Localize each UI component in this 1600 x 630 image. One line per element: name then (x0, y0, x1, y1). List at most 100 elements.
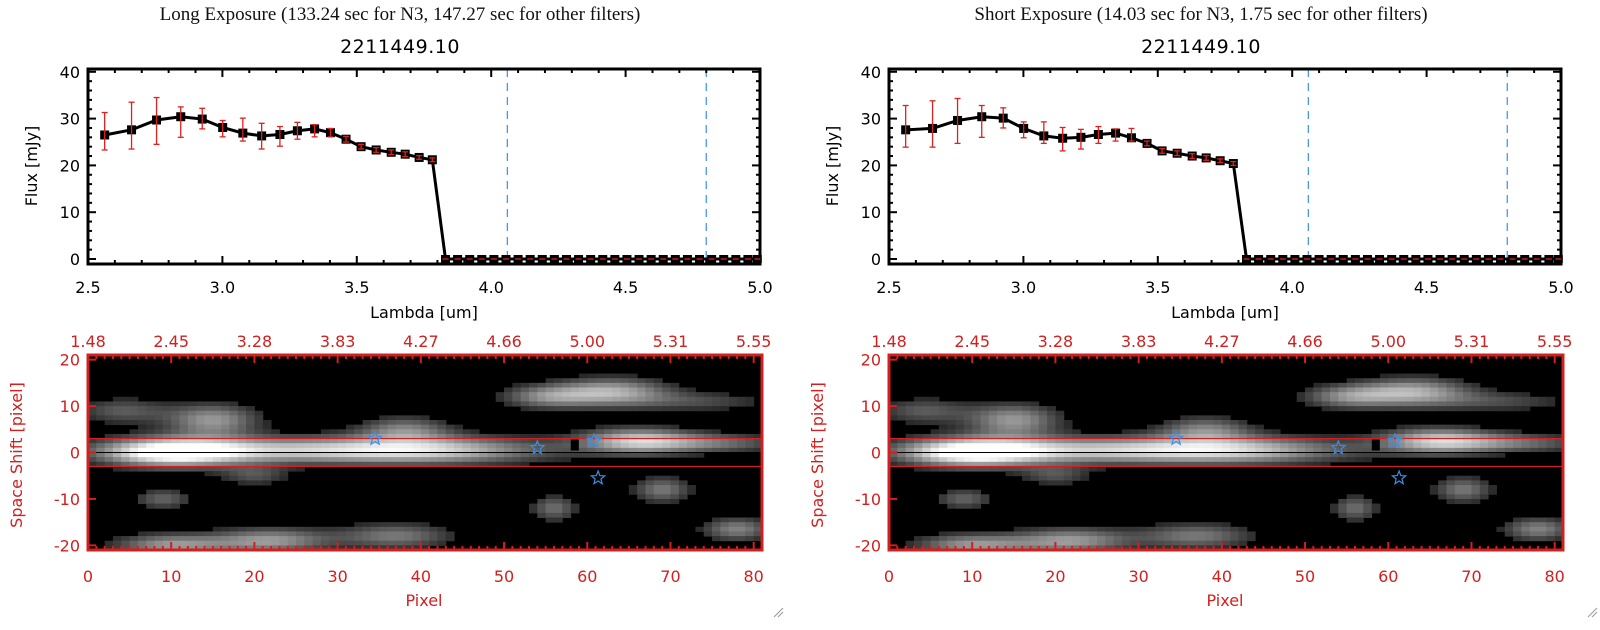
image-pixel (1513, 526, 1522, 532)
image-pixel (1055, 415, 1065, 421)
image-pixel (1047, 424, 1056, 430)
image-pixel (1063, 480, 1073, 486)
image-pixel (922, 406, 932, 412)
image-pixel (146, 536, 156, 542)
image-pixel (955, 438, 965, 444)
image-pixel (1072, 536, 1081, 542)
image-pixel (237, 452, 247, 458)
image-pixel (229, 461, 239, 467)
image-pixel (1463, 498, 1472, 505)
image-pixel (938, 545, 948, 551)
image-pixel (1005, 410, 1015, 416)
image-pixel (88, 443, 97, 449)
image-pixel (1546, 531, 1556, 537)
image-pixel (1296, 447, 1306, 453)
image-pixel (1388, 452, 1398, 458)
image-pixel (304, 457, 314, 463)
resize-grip-icon[interactable] (772, 606, 784, 618)
image-pixel (1321, 461, 1331, 467)
image-pixel (1280, 438, 1289, 444)
image-pixel (1188, 457, 1198, 463)
image-pixel (1363, 457, 1373, 463)
image-pixel (1463, 480, 1472, 486)
image-pixel (1521, 396, 1531, 402)
image-pixel (96, 406, 106, 412)
image-pixel (1072, 540, 1081, 546)
image-pixel (96, 438, 106, 444)
image-pixel (404, 461, 414, 467)
image-pixel (1263, 433, 1273, 440)
image-pixel (420, 443, 430, 449)
image-pixel (628, 447, 638, 453)
image-pixel (529, 457, 538, 463)
image-pixel (972, 545, 982, 551)
image-pixel (1121, 536, 1131, 542)
image-pixel (454, 447, 463, 453)
image-pixel (553, 494, 563, 500)
image-pixel (553, 457, 563, 463)
image-pixel (1022, 536, 1031, 542)
image-pixel (437, 526, 447, 532)
image-pixel (1063, 466, 1073, 472)
image-pixel (595, 424, 605, 430)
image-pixel (737, 517, 746, 523)
image-pixel (404, 526, 414, 532)
image-pixel (370, 433, 380, 440)
image-pixel (1055, 424, 1065, 430)
image-pixel (662, 433, 671, 440)
image-pixel (1080, 443, 1090, 449)
image-pixel (1005, 457, 1015, 463)
image-pixel (620, 396, 630, 402)
image-pixel (395, 447, 405, 453)
image-pixel (955, 447, 965, 453)
image-pixel (653, 485, 663, 491)
image-pixel (1379, 452, 1389, 458)
x-tick-label: 3.5 (1145, 278, 1170, 297)
image-pixel (1005, 433, 1015, 440)
image-pixel (246, 438, 255, 444)
image-pixel (545, 433, 555, 440)
image-pixel (412, 429, 422, 435)
image-pixel (1363, 498, 1373, 505)
image-pixel (462, 443, 472, 449)
image-pixel (1196, 536, 1206, 542)
image-pixel (1038, 429, 1048, 435)
image-pixel (271, 466, 280, 472)
image-pixel (271, 429, 280, 435)
image-pixel (963, 494, 973, 500)
image-pixel (1097, 461, 1106, 467)
image-pixel (1479, 429, 1489, 435)
image-pixel (345, 526, 355, 532)
image-pixel (329, 443, 339, 449)
image-pixel (1504, 531, 1514, 537)
image-pixel (229, 447, 239, 453)
image-pixel (1546, 522, 1556, 528)
image-pixel (637, 396, 647, 402)
image-pixel (1438, 401, 1448, 407)
image-pixel (1538, 438, 1547, 444)
image-pixel (745, 531, 755, 537)
image-pixel (947, 531, 957, 537)
image-pixel (570, 392, 580, 398)
image-pixel (1354, 378, 1364, 384)
resize-grip-icon[interactable] (1586, 606, 1598, 618)
image-pixel (1413, 378, 1423, 384)
image-pixel (1488, 443, 1497, 449)
x-tick-label: 4.0 (478, 278, 503, 297)
image-pixel (204, 424, 214, 430)
image-pixel (1013, 406, 1023, 412)
image-pixel (246, 406, 255, 412)
image-pixel (1504, 429, 1514, 435)
image-pixel (1280, 447, 1289, 453)
image-pixel (354, 540, 364, 546)
image-pixel (955, 531, 965, 537)
image-pixel (1396, 424, 1406, 430)
image-pixel (997, 461, 1006, 467)
image-pixel (429, 447, 438, 453)
source-star-icon (529, 439, 546, 455)
image-pixel (955, 536, 965, 542)
image-pixel (1121, 429, 1131, 435)
image-pixel (204, 406, 214, 412)
image-pixel (1013, 545, 1023, 551)
image-pixel (1130, 433, 1140, 440)
